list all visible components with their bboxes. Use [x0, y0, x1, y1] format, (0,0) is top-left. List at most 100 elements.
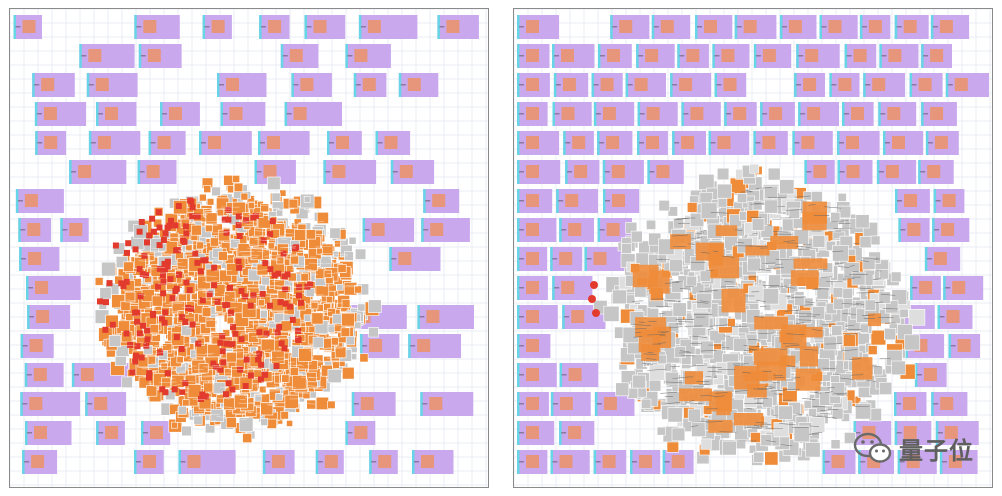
macro-block	[304, 15, 346, 39]
macro-block	[517, 334, 551, 358]
macro-block	[798, 102, 839, 126]
macro-block	[60, 218, 89, 242]
macro-block	[779, 15, 817, 39]
macro-block	[262, 450, 295, 474]
macro-block	[724, 102, 757, 126]
macro-block	[898, 218, 930, 242]
macro-block	[909, 73, 943, 97]
macro-block	[593, 450, 627, 474]
macro-block	[753, 44, 792, 68]
macro-block	[565, 160, 600, 184]
macro-block	[593, 102, 635, 126]
macro-block	[563, 131, 594, 155]
macro-block	[20, 334, 54, 358]
macro-block	[517, 15, 560, 39]
macro-block	[69, 160, 127, 184]
macro-block	[199, 131, 252, 155]
macro-block	[178, 450, 236, 474]
macro-block	[819, 15, 858, 39]
macro-block	[681, 102, 721, 126]
macro-block	[910, 276, 941, 300]
macro-block	[651, 15, 691, 39]
macro-block	[550, 247, 583, 271]
macro-block	[417, 305, 474, 329]
placement-panel-left	[9, 8, 489, 488]
macro-block	[134, 15, 180, 39]
macro-block	[24, 363, 64, 387]
macro-block	[291, 73, 332, 97]
macro-block	[351, 392, 396, 416]
macro-block	[13, 15, 42, 39]
macro-block	[259, 15, 290, 39]
macro-block	[859, 15, 891, 39]
macro-block	[517, 73, 550, 97]
macro-block	[878, 102, 917, 126]
macro-block	[398, 73, 439, 97]
macro-block	[670, 73, 712, 97]
macro-block	[842, 102, 874, 126]
macro-block	[829, 73, 860, 97]
macro-block	[323, 160, 377, 184]
macro-block	[315, 450, 344, 474]
macro-block	[672, 131, 706, 155]
macro-block	[933, 189, 965, 213]
macro-block	[837, 160, 873, 184]
macro-block	[895, 189, 930, 213]
macro-block	[559, 363, 599, 387]
macro-block	[375, 131, 411, 155]
macro-block	[517, 247, 548, 271]
watermark: 量子位	[853, 430, 974, 466]
macro-block	[280, 44, 319, 68]
macro-blocks	[13, 15, 479, 474]
macro-block	[552, 102, 592, 126]
macro-block	[517, 421, 555, 445]
macro-block	[879, 44, 919, 68]
macro-block	[760, 102, 795, 126]
macro-block	[423, 189, 460, 213]
macro-block	[837, 131, 880, 155]
macro-block	[369, 450, 398, 474]
macro-block	[863, 73, 905, 97]
macro-block	[134, 450, 164, 474]
macro-block	[637, 131, 668, 155]
macro-block	[362, 218, 415, 242]
macro-block	[695, 15, 733, 39]
macro-block	[517, 218, 557, 242]
macro-block	[345, 421, 376, 445]
macro-block	[421, 218, 470, 242]
macro-block	[217, 73, 267, 97]
macro-block	[883, 131, 924, 155]
macro-block	[517, 160, 561, 184]
macro-block	[86, 73, 138, 97]
macro-block	[85, 392, 127, 416]
wechat-icon	[853, 432, 892, 463]
macro-block	[408, 334, 461, 358]
macro-block	[552, 276, 593, 300]
macro-block	[358, 15, 418, 39]
macro-block	[591, 73, 623, 97]
wire-overlay	[632, 187, 899, 447]
macro-block	[353, 73, 387, 97]
macro-block	[921, 102, 957, 126]
macro-block	[284, 102, 342, 126]
macro-block	[559, 421, 595, 445]
macro-block	[677, 44, 709, 68]
macro-block	[804, 160, 835, 184]
hotspot-markers	[588, 281, 600, 317]
macro-block	[637, 102, 678, 126]
macro-block	[876, 160, 917, 184]
macro-block	[34, 102, 87, 126]
macro-block	[625, 73, 666, 97]
macro-block	[390, 160, 435, 184]
macro-block	[517, 363, 557, 387]
macro-block	[924, 247, 961, 271]
macro-block	[35, 131, 67, 155]
macro-block	[517, 189, 553, 213]
wire-overlay	[126, 197, 363, 422]
macro-block	[220, 102, 266, 126]
macro-block	[914, 363, 947, 387]
macro-block	[517, 392, 549, 416]
macro-block	[15, 189, 64, 213]
placement-layout-left	[10, 9, 488, 487]
watermark-text: 量子位	[899, 436, 974, 465]
